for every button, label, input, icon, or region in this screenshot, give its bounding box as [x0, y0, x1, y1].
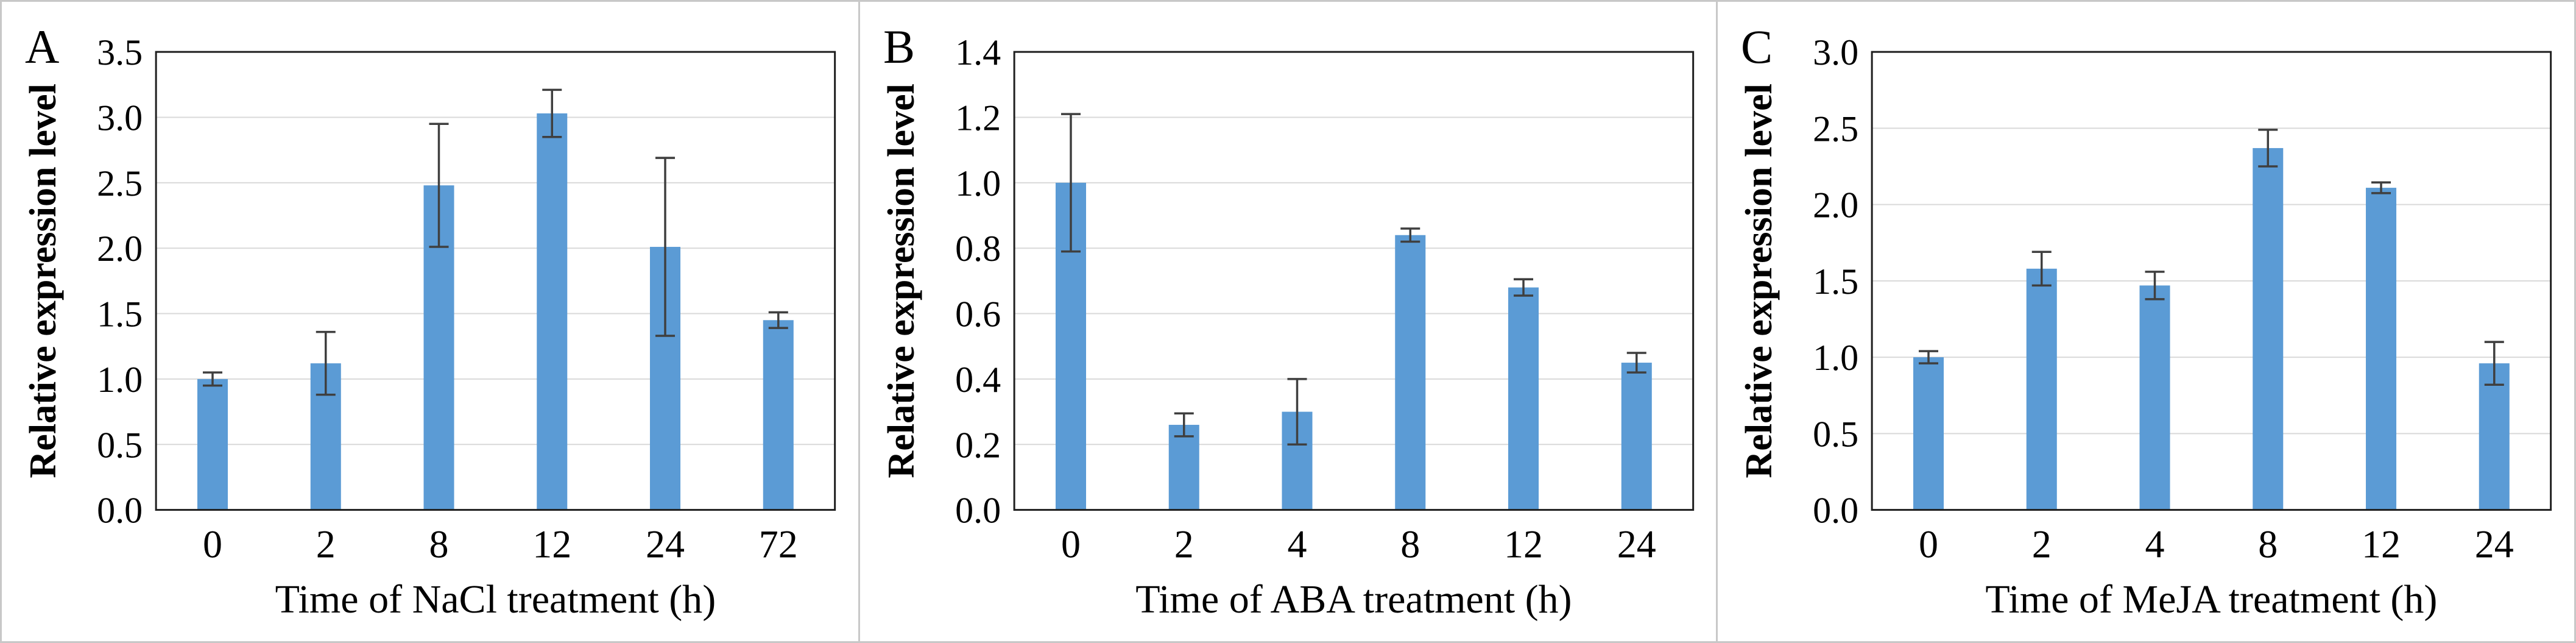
x-tick-label: 0 — [1919, 523, 1938, 566]
error-bar — [429, 123, 449, 248]
x-tick-label: 8 — [2259, 523, 2278, 566]
plot-area: 0.00.51.01.52.02.53.00 2 4 8 12 24 — [1813, 32, 2552, 566]
chart-panel-meja: C Relative expression level Time of MeJA… — [1718, 2, 2575, 641]
bar — [1394, 235, 1425, 510]
error-bar — [2371, 181, 2391, 194]
y-tick-label: 3.0 — [1813, 32, 1858, 73]
bar — [197, 378, 228, 510]
plot-area: 0.0 0.5 1.0 1.5 2.0 2.5 3.0 3.5 0 2 8 12 24 72 — [97, 32, 836, 566]
chart-panel-aba: B Relative expression level Time of ABA … — [859, 2, 1717, 641]
error-bar — [316, 330, 336, 396]
y-tick-label: 1.4 — [955, 32, 1001, 73]
y-tick-label: 0.8 — [955, 228, 1001, 269]
panel-divider — [858, 2, 860, 641]
bar — [2479, 363, 2510, 510]
x-tick-label: 2 — [2032, 523, 2052, 566]
bar — [1913, 357, 1944, 510]
panel-letter-b: B — [883, 20, 915, 73]
bar — [1621, 363, 1652, 510]
y-tick-label: 1.0 — [97, 359, 143, 400]
y-axis-title: Relative expression level — [1738, 83, 1780, 478]
y-tick-label: 2.5 — [97, 163, 143, 204]
x-tick-label: 72 — [759, 523, 798, 566]
plot-border — [1013, 51, 1694, 511]
error-bar — [1513, 278, 1533, 297]
x-tick-label: 0 — [1061, 523, 1081, 566]
bar-chart-aba: B Relative expression level Time of ABA … — [881, 20, 1694, 622]
panel-letter-a: A — [25, 20, 59, 73]
plot-border — [1871, 51, 2552, 511]
x-axis-title: Time of ABA treatment (h) — [1135, 577, 1572, 622]
y-tick-label: 0.4 — [955, 359, 1001, 400]
y-tick-label: 0.0 — [955, 490, 1001, 531]
y-tick-label: 3.5 — [97, 32, 143, 73]
error-bar — [1400, 227, 1420, 243]
x-tick-label: 12 — [2362, 523, 2401, 566]
y-axis-title: Relative expression level — [23, 83, 64, 478]
x-tick-label: 2 — [316, 523, 336, 566]
y-tick-label: 1.5 — [97, 294, 143, 335]
x-tick-label: 8 — [1400, 523, 1420, 566]
y-tick-label: 0.2 — [955, 424, 1001, 465]
error-bar — [2258, 129, 2278, 168]
x-tick-label: 4 — [2145, 523, 2165, 566]
error-bar — [2032, 250, 2052, 287]
x-tick-label: 12 — [532, 523, 571, 566]
error-bar — [2145, 271, 2165, 300]
y-tick-label: 2.5 — [1813, 108, 1858, 149]
x-tick-label: 0 — [203, 523, 222, 566]
plot-border — [155, 51, 836, 511]
x-tick-label: 24 — [646, 523, 685, 566]
bar — [2027, 268, 2058, 510]
bar — [763, 320, 794, 510]
error-bar — [542, 88, 562, 138]
error-bar — [1060, 113, 1081, 253]
panel-letter-c: C — [1741, 20, 1773, 73]
y-axis-title: Relative expression level — [881, 83, 922, 478]
error-bar — [1287, 378, 1307, 446]
plot-area: 0.00.20.40.60.81.01.21.40 2 4 8 12 24 — [955, 32, 1694, 566]
bar — [1168, 425, 1199, 510]
x-axis-title: Time of MeJA treatment (h) — [1986, 577, 2438, 622]
x-tick-label: 2 — [1174, 523, 1193, 566]
bar-chart-meja: C Relative expression level Time of MeJA… — [1738, 20, 2552, 622]
error-bar — [655, 157, 676, 337]
chart-panel-nacl: A Relative expression level Time of NaCl… — [2, 2, 858, 641]
y-tick-label: 1.0 — [1813, 337, 1858, 378]
y-tick-label: 2.0 — [1813, 185, 1858, 226]
y-tick-label: 0.0 — [1813, 490, 1858, 531]
error-bar — [1919, 350, 1939, 364]
error-bar — [1174, 412, 1194, 438]
error-bar — [2485, 341, 2505, 386]
x-tick-label: 24 — [1617, 523, 1656, 566]
y-tick-label: 2.0 — [97, 228, 143, 269]
bar — [2253, 147, 2284, 510]
x-tick-label: 12 — [1504, 523, 1543, 566]
error-bar — [202, 371, 223, 387]
y-tick-label: 3.0 — [97, 98, 143, 138]
x-axis-title: Time of NaCl treatment (h) — [275, 577, 716, 622]
panel-divider — [1716, 2, 1718, 641]
x-tick-label: 4 — [1287, 523, 1307, 566]
error-bar — [1626, 352, 1646, 374]
bar — [537, 113, 568, 510]
bar — [1508, 287, 1539, 510]
y-tick-label: 1.0 — [955, 163, 1001, 204]
y-tick-label: 1.2 — [955, 98, 1001, 138]
x-tick-label: 8 — [429, 523, 449, 566]
bar — [2366, 188, 2397, 510]
error-bar — [768, 311, 788, 329]
x-tick-label: 24 — [2475, 523, 2514, 566]
bar-chart-nacl: A Relative expression level Time of NaCl… — [23, 20, 836, 622]
y-tick-label: 0.0 — [97, 490, 143, 531]
y-tick-label: 0.6 — [955, 294, 1001, 335]
bar — [2139, 285, 2170, 510]
y-tick-label: 0.5 — [97, 424, 143, 465]
y-tick-label: 1.5 — [1813, 261, 1858, 302]
y-tick-label: 0.5 — [1813, 413, 1858, 454]
